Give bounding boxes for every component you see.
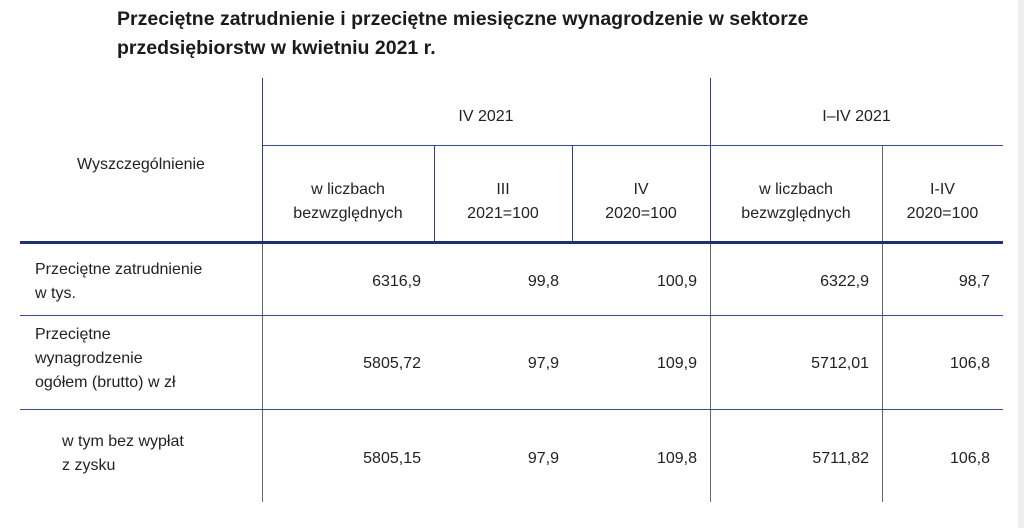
column-header: III 2021=100 <box>467 181 539 222</box>
divider-col-5 <box>882 145 883 502</box>
divider-label-column <box>262 78 263 243</box>
table-cell: 6322,9 <box>820 273 869 290</box>
table-cell: 99,8 <box>527 273 559 290</box>
divider-label-column-body <box>262 244 263 502</box>
column-header: IV 2020=100 <box>605 181 677 222</box>
table-cell: 109,9 <box>656 355 697 372</box>
group-header-i-iv-2021: I–IV 2021 <box>822 108 891 125</box>
row-label: Przeciętne zatrudnienie w tys. <box>35 261 203 302</box>
column-header: I-IV 2020=100 <box>906 181 979 222</box>
header-bottom-rule <box>20 241 1003 244</box>
table-cell: 6316,9 <box>372 273 421 290</box>
divider-group-body <box>710 244 711 502</box>
row-label: Przeciętne wynagrodzenie ogółem (brutto)… <box>35 326 176 391</box>
table-cell: 106,8 <box>949 450 990 467</box>
table-cell: 106,8 <box>949 355 990 372</box>
table-cell: 5805,72 <box>363 355 421 372</box>
row-rule-2 <box>20 409 1003 410</box>
row-rule-1 <box>20 315 1003 316</box>
divider-col-3 <box>572 145 573 243</box>
row-label: w tym bez wypłat z zysku <box>62 433 184 474</box>
row-header: Wyszczególnienie <box>77 156 205 173</box>
title-line-2: przedsiębiorstw w kwietniu 2021 r. <box>117 37 436 59</box>
divider-group <box>710 78 711 243</box>
table-title: Przeciętne zatrudnienie i przeciętne mie… <box>117 5 937 63</box>
title-line-1: Przeciętne zatrudnienie i przeciętne mie… <box>117 8 809 30</box>
table-cell: 98,7 <box>958 273 990 290</box>
table-cell: 5805,15 <box>363 450 421 467</box>
table-cell: 109,8 <box>656 450 697 467</box>
table-cell: 5711,82 <box>812 450 869 467</box>
group-header-rule <box>262 145 1003 146</box>
page-edge <box>1018 0 1024 528</box>
divider-col-2 <box>434 145 435 243</box>
group-header-iv-2021: IV 2021 <box>458 108 514 125</box>
table-cell: 97,9 <box>527 355 559 372</box>
column-header: w liczbach bezwzględnych <box>293 181 403 222</box>
column-header: w liczbach bezwzględnych <box>741 181 851 222</box>
table-cell: 100,9 <box>656 273 697 290</box>
table-cell: 5712,01 <box>811 355 869 372</box>
table-cell: 97,9 <box>527 450 559 467</box>
